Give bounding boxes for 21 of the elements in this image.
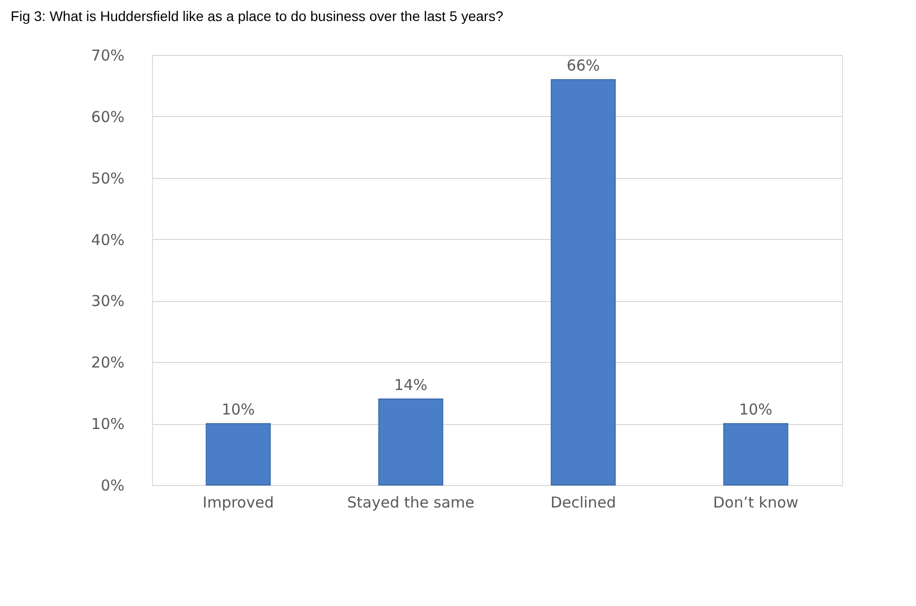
y-tick-label: 50% xyxy=(91,169,124,188)
y-tick-label: 20% xyxy=(91,354,124,372)
y-tick-label: 0% xyxy=(100,476,124,494)
x-tick-label: Declined xyxy=(550,494,616,512)
bar xyxy=(378,398,444,486)
y-tick-label: 10% xyxy=(91,415,124,434)
bar xyxy=(723,423,788,486)
bar xyxy=(206,423,271,486)
data-label: 10% xyxy=(739,400,772,419)
bar xyxy=(550,79,616,486)
y-tick-label: 40% xyxy=(91,230,124,249)
x-tick-label: Improved xyxy=(202,494,274,512)
x-tick-label: Don’t know xyxy=(713,494,798,512)
y-tick-label: 60% xyxy=(91,108,124,126)
data-label: 14% xyxy=(394,376,428,394)
data-label: 10% xyxy=(222,400,255,419)
data-label: 66% xyxy=(566,56,600,75)
y-tick-label: 30% xyxy=(91,292,124,310)
x-tick-label: Stayed the same xyxy=(347,494,474,512)
chart-title: Fig 3: What is Huddersfield like as a place to do business over the last 5 years? xyxy=(10,8,504,24)
y-tick-label: 70% xyxy=(91,46,124,64)
